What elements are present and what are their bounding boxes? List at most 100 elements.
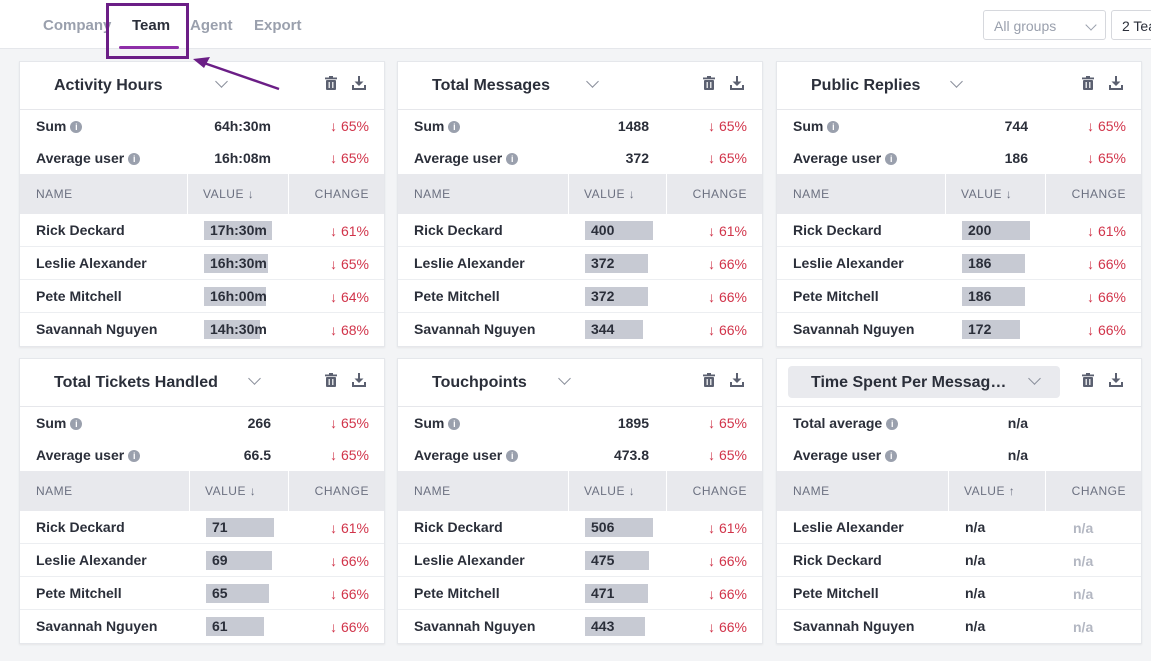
column-header-name[interactable]: NAME	[793, 484, 830, 498]
value-label: 506	[591, 519, 615, 535]
trash-icon[interactable]	[323, 372, 341, 390]
info-icon[interactable]: i	[885, 153, 898, 165]
download-icon[interactable]	[351, 75, 369, 93]
card-title[interactable]: Total Messages	[432, 77, 550, 94]
column-header-name[interactable]: NAME	[36, 484, 73, 498]
info-icon[interactable]: i	[506, 153, 519, 165]
summary-label: Sum	[36, 118, 67, 134]
download-icon[interactable]	[729, 372, 747, 390]
groups-select[interactable]: All groups	[983, 10, 1106, 40]
info-icon[interactable]: i	[128, 450, 141, 462]
table-row[interactable]: Leslie Alexander 475 ↓ 66%	[398, 544, 762, 577]
table-row[interactable]: Rick Deckard 506 ↓ 61%	[398, 511, 762, 544]
summary-change: ↓ 65%	[1087, 150, 1126, 166]
column-header-name[interactable]: NAME	[793, 187, 830, 201]
trash-icon[interactable]	[701, 372, 719, 390]
table-row[interactable]: Savannah Nguyen 61 ↓ 66%	[20, 610, 384, 643]
column-header-change[interactable]: CHANGE	[314, 187, 369, 201]
table-row[interactable]: Rick Deckard 400 ↓ 61%	[398, 214, 762, 247]
column-header-name[interactable]: NAME	[36, 187, 73, 201]
agent-name: Savannah Nguyen	[414, 618, 536, 634]
column-header-change[interactable]: CHANGE	[1071, 187, 1126, 201]
value-bar	[206, 518, 274, 537]
card-title[interactable]: Touchpoints	[432, 374, 527, 391]
table-row[interactable]: Pete Mitchell 16h:00m ↓ 64%	[20, 280, 384, 313]
card-title[interactable]: Activity Hours	[54, 77, 163, 94]
table-row[interactable]: Leslie Alexander 372 ↓ 66%	[398, 247, 762, 280]
card-title[interactable]: Time Spent Per Messag…	[811, 374, 1007, 391]
trash-icon[interactable]	[701, 75, 719, 93]
table-row[interactable]: Savannah Nguyen 443 ↓ 66%	[398, 610, 762, 643]
tab-company[interactable]: Company	[43, 17, 112, 34]
summary-label: Average user	[36, 150, 125, 166]
top-navigation: Company Team Agent Export All groups 2 T…	[0, 0, 1151, 49]
table-row[interactable]: Pete Mitchell 186 ↓ 66%	[777, 280, 1141, 313]
value-label: 400	[591, 222, 615, 238]
column-header-value[interactable]: VALUE ↑	[964, 484, 1016, 498]
table-row[interactable]: Rick Deckard 17h:30m ↓ 61%	[20, 214, 384, 247]
info-icon[interactable]: i	[70, 121, 83, 133]
table-row[interactable]: Leslie Alexander 186 ↓ 66%	[777, 247, 1141, 280]
column-header-value[interactable]: VALUE ↓	[205, 484, 257, 498]
card-title[interactable]: Public Replies	[811, 77, 921, 94]
trash-icon[interactable]	[1080, 372, 1098, 390]
chevron-down-icon[interactable]	[248, 372, 261, 385]
table-header: NAME VALUE ↓ CHANGE	[398, 471, 762, 511]
table-row[interactable]: Savannah Nguyen n/a n/a	[777, 610, 1141, 643]
value-bar	[204, 287, 266, 306]
teams-select[interactable]: 2 Tea	[1111, 10, 1151, 40]
column-header-value[interactable]: VALUE ↓	[584, 484, 636, 498]
trash-icon[interactable]	[1080, 75, 1098, 93]
column-header-value[interactable]: VALUE ↓	[584, 187, 636, 201]
column-header-change[interactable]: CHANGE	[692, 187, 747, 201]
summary-label: Average user	[793, 447, 882, 463]
tab-export[interactable]: Export	[254, 17, 302, 34]
title-select[interactable]	[788, 366, 1060, 398]
table-row[interactable]: Pete Mitchell 471 ↓ 66%	[398, 577, 762, 610]
table-row[interactable]: Pete Mitchell 65 ↓ 66%	[20, 577, 384, 610]
table-row[interactable]: Pete Mitchell 372 ↓ 66%	[398, 280, 762, 313]
table-row[interactable]: Savannah Nguyen 344 ↓ 66%	[398, 313, 762, 346]
table-row[interactable]: Rick Deckard n/a n/a	[777, 544, 1141, 577]
info-icon[interactable]: i	[886, 418, 899, 430]
download-icon[interactable]	[1108, 372, 1126, 390]
chevron-down-icon[interactable]	[586, 75, 599, 88]
column-header-name[interactable]: NAME	[414, 484, 451, 498]
summary-change: ↓ 65%	[330, 118, 369, 134]
tab-team[interactable]: Team	[132, 17, 171, 34]
table-row[interactable]: Savannah Nguyen 14h:30m ↓ 68%	[20, 313, 384, 346]
chevron-down-icon[interactable]	[558, 372, 571, 385]
chevron-down-icon[interactable]	[215, 75, 228, 88]
download-icon[interactable]	[351, 372, 369, 390]
table-row[interactable]: Leslie Alexander n/a n/a	[777, 511, 1141, 544]
value-label: n/a	[965, 585, 986, 601]
column-header-value[interactable]: VALUE ↓	[203, 187, 255, 201]
column-header-change[interactable]: CHANGE	[692, 484, 747, 498]
chevron-down-icon[interactable]	[950, 75, 963, 88]
column-header-value[interactable]: VALUE ↓	[961, 187, 1013, 201]
trash-icon[interactable]	[323, 75, 341, 93]
download-icon[interactable]	[729, 75, 747, 93]
info-icon[interactable]: i	[448, 418, 461, 430]
info-icon[interactable]: i	[827, 121, 840, 133]
table-row[interactable]: Pete Mitchell n/a n/a	[777, 577, 1141, 610]
column-header-change[interactable]: CHANGE	[314, 484, 369, 498]
download-icon[interactable]	[1108, 75, 1126, 93]
table-row[interactable]: Leslie Alexander 69 ↓ 66%	[20, 544, 384, 577]
summary-label: Average user	[414, 447, 503, 463]
metric-card: Total Tickets Handled Sum i 266 ↓ 65% Average…	[19, 358, 385, 644]
column-header-name[interactable]: NAME	[414, 187, 451, 201]
value-label: 172	[968, 321, 992, 337]
table-row[interactable]: Savannah Nguyen 172 ↓ 66%	[777, 313, 1141, 346]
info-icon[interactable]: i	[70, 418, 83, 430]
column-header-change[interactable]: CHANGE	[1071, 484, 1126, 498]
card-title[interactable]: Total Tickets Handled	[54, 374, 218, 391]
info-icon[interactable]: i	[128, 153, 141, 165]
tab-agent[interactable]: Agent	[190, 17, 233, 34]
info-icon[interactable]: i	[506, 450, 519, 462]
table-row[interactable]: Rick Deckard 71 ↓ 61%	[20, 511, 384, 544]
info-icon[interactable]: i	[448, 121, 461, 133]
table-row[interactable]: Rick Deckard 200 ↓ 61%	[777, 214, 1141, 247]
table-row[interactable]: Leslie Alexander 16h:30m ↓ 65%	[20, 247, 384, 280]
info-icon[interactable]: i	[885, 450, 898, 462]
